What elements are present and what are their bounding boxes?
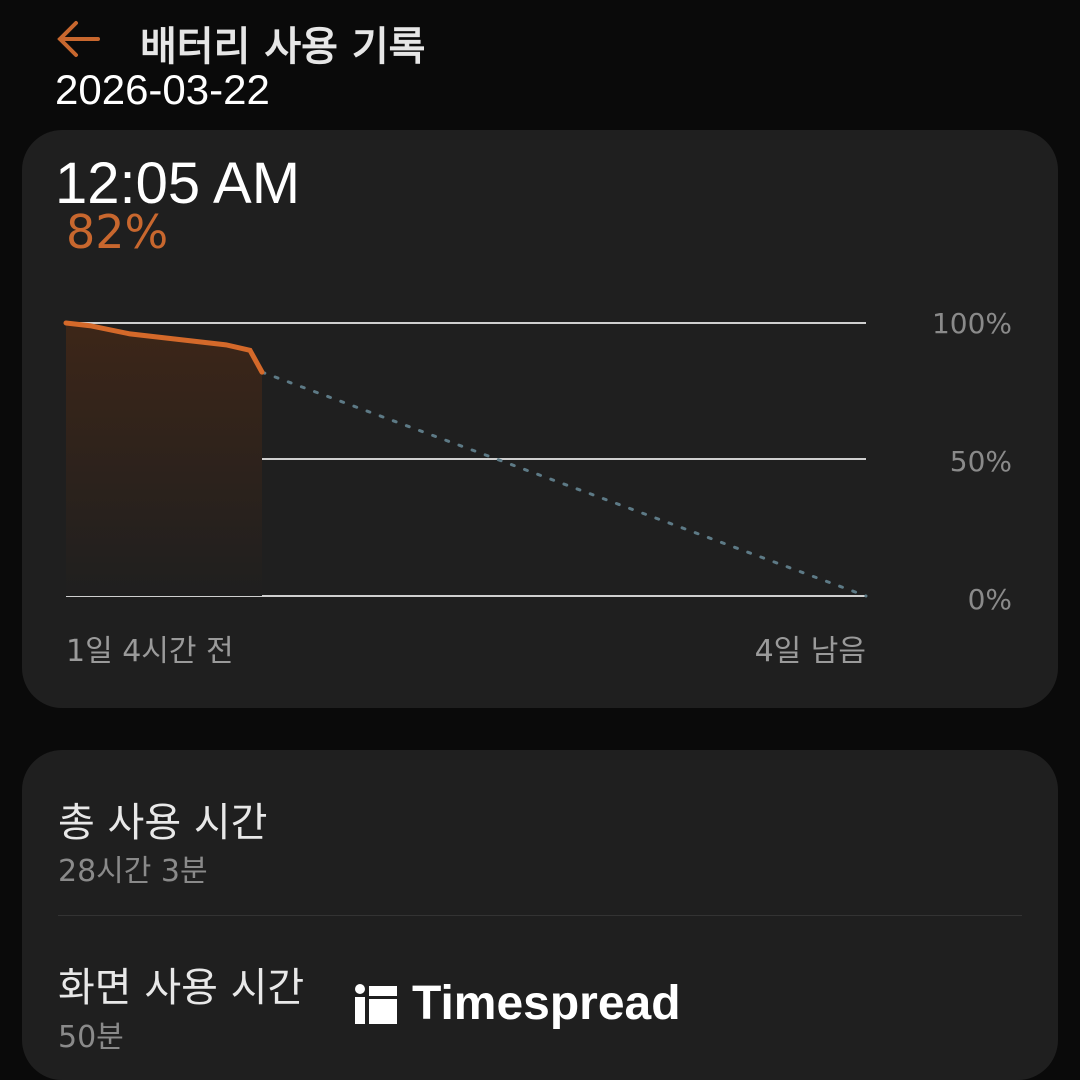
page-title: 배터리 사용 기록 xyxy=(140,24,426,70)
arrow-left-icon xyxy=(57,21,100,57)
projection-line xyxy=(260,370,868,598)
watermark: Timespread xyxy=(354,976,681,1031)
y-tick-0: 0% xyxy=(967,583,1012,616)
total-usage-value: 28시간 3분 xyxy=(58,854,208,889)
battery-percent: 82% xyxy=(66,205,169,259)
battery-line xyxy=(63,320,265,375)
y-tick-100: 100% xyxy=(931,307,1012,340)
divider xyxy=(58,915,1022,916)
back-button[interactable] xyxy=(52,14,108,64)
screen-usage-label[interactable]: 화면 사용 시간 xyxy=(58,965,305,1011)
x-label-end: 4일 남음 xyxy=(754,634,866,669)
y-tick-50: 50% xyxy=(949,445,1012,478)
total-usage-label[interactable]: 총 사용 시간 xyxy=(58,800,268,846)
watermark-text: Timespread xyxy=(412,977,681,1030)
x-label-start: 1일 4시간 전 xyxy=(66,634,234,669)
timespread-logo-icon xyxy=(355,983,397,1024)
time-overlay: 12:05 AM xyxy=(55,151,301,216)
battery-area-fill xyxy=(66,323,262,596)
date-overlay: 2026-03-22 xyxy=(55,66,270,113)
battery-chart xyxy=(63,320,868,598)
screen-usage-value: 50분 xyxy=(58,1020,124,1055)
